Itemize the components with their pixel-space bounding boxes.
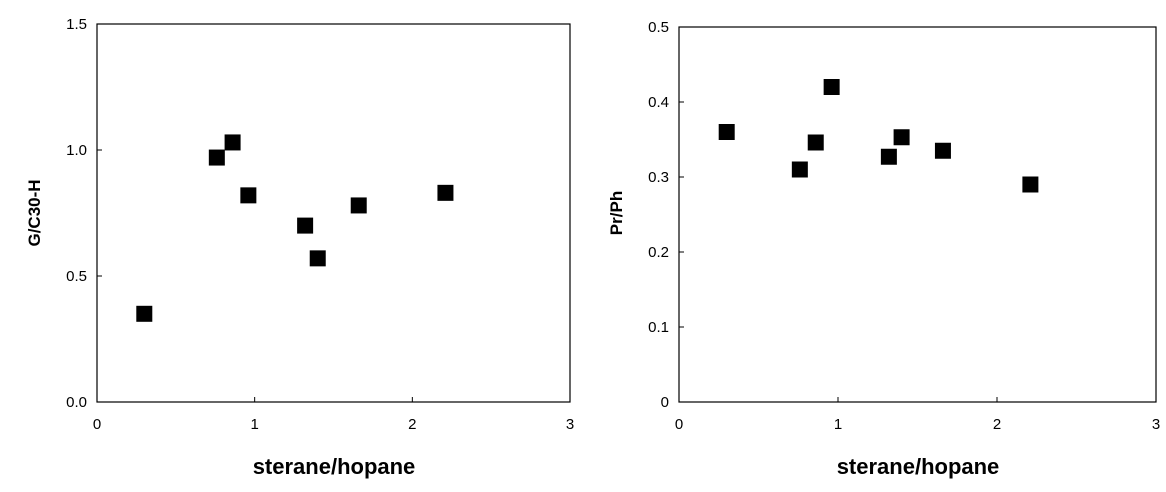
- right-y-tick-label: 0.3: [648, 169, 669, 186]
- left-x-tick-label: 0: [93, 416, 101, 433]
- right-x-tick-label: 0: [675, 416, 683, 433]
- left-data-point: [224, 134, 241, 151]
- right-data-point: [823, 79, 840, 95]
- right-plot-frame: [678, 26, 1157, 403]
- right-data-point: [934, 142, 951, 159]
- left-x-tick-label: 3: [566, 416, 574, 433]
- left-data-point: [297, 217, 314, 234]
- right-x-tick-label: 2: [993, 416, 1001, 433]
- right-y-tick-label: 0.5: [648, 19, 669, 36]
- right-y-axis-title: Pr/Ph: [607, 191, 626, 235]
- right-y-tick-label: 0.4: [648, 94, 669, 111]
- right-data-point: [893, 129, 910, 146]
- left-data-point: [240, 187, 257, 204]
- right-x-axis-title: sterane/hopane: [837, 454, 1000, 479]
- left-y-tick-label: 0.5: [66, 268, 87, 285]
- right-data-point: [880, 148, 897, 165]
- right-data-point: [807, 134, 824, 151]
- left-y-tick-label: 1.5: [66, 16, 87, 33]
- right-point-group: [718, 79, 1039, 193]
- right-x-tick-label: 3: [1152, 416, 1160, 433]
- left-y-tick-label: 0.0: [66, 394, 87, 411]
- right-y-tick-label: 0.1: [648, 319, 669, 336]
- left-chart: 0 1 2 3 0.0 0.5 1.0 1.5 sterane/hopane G/C30-H: [25, 16, 574, 479]
- left-x-axis-title: sterane/hopane: [253, 454, 416, 479]
- right-data-point: [791, 161, 808, 178]
- left-tick-group: 0 1 2 3 0.0 0.5 1.0 1.5: [66, 16, 574, 433]
- left-data-point: [208, 149, 225, 166]
- left-data-point: [437, 184, 454, 201]
- left-x-tick-label: 2: [408, 416, 416, 433]
- left-data-point: [350, 197, 367, 214]
- right-data-point: [718, 124, 735, 140]
- right-chart: 0 1 2 3 0 0.1 0.2 0.3 0.4 0.5 sterane/hopane Pr/P…: [607, 19, 1160, 479]
- left-x-tick-label: 1: [250, 416, 258, 433]
- left-y-axis-title: G/C30-H: [25, 179, 44, 246]
- right-tick-group: 0 1 2 3 0 0.1 0.2 0.3 0.4 0.5: [648, 19, 1160, 433]
- left-y-tick-label: 1.0: [66, 142, 87, 159]
- left-data-point: [136, 305, 153, 322]
- right-y-tick-label: 0.2: [648, 244, 669, 261]
- right-x-tick-label: 1: [834, 416, 842, 433]
- right-data-point: [1022, 176, 1039, 193]
- right-y-tick-label: 0: [661, 394, 669, 411]
- left-plot-frame: [96, 23, 571, 403]
- left-data-point: [309, 250, 326, 267]
- left-point-group: [136, 134, 454, 322]
